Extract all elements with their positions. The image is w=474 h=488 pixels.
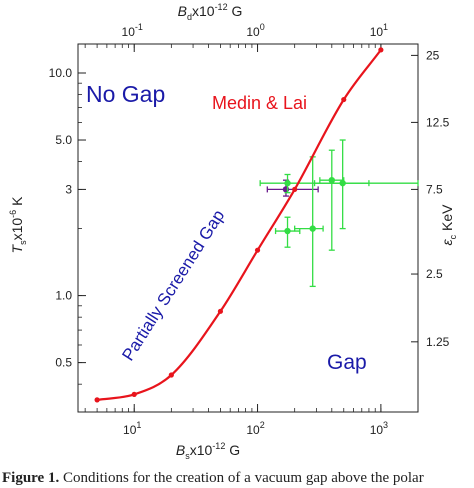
observations bbox=[259, 139, 419, 288]
model-curve-point bbox=[341, 96, 347, 103]
model-curve-label: Medin & Lai bbox=[212, 93, 307, 113]
region-label-partially-screened-gap: Partially Screened Gap bbox=[118, 206, 228, 364]
bottom-tick-label: 101 bbox=[123, 420, 141, 437]
right-tick-label: 25 bbox=[426, 48, 440, 62]
model-curve-point bbox=[168, 372, 174, 378]
right-axis-title: εc KeV bbox=[439, 204, 458, 246]
model-curve-point bbox=[94, 397, 100, 403]
observation bbox=[313, 139, 370, 230]
observation-point bbox=[284, 179, 291, 187]
observation-point bbox=[339, 179, 346, 187]
model-curve: Medin & Lai bbox=[94, 47, 384, 403]
model-curve-point bbox=[217, 308, 224, 314]
region-labels: No Gap Gap Partially Screened Gap bbox=[86, 81, 367, 374]
region-label-gap: Gap bbox=[327, 351, 367, 374]
observation bbox=[294, 156, 324, 288]
caption-text: Conditions for the creation of a vacuum … bbox=[59, 470, 424, 486]
top-axis-title: Bdx10-12 G bbox=[178, 2, 243, 22]
left-axis-title: Tsx10-6 K bbox=[8, 196, 28, 254]
left-tick-label: 3 bbox=[65, 182, 72, 196]
bottom-tick-label: 102 bbox=[246, 420, 264, 437]
tick-labels: 101 102 103 10-1 100 101 0.5 1.0 3 5.0 10.0 1.25 2.5… bbox=[49, 22, 450, 437]
observation bbox=[319, 149, 345, 251]
observation-point bbox=[282, 186, 290, 193]
major-ticks bbox=[78, 44, 418, 412]
top-tick-label: 100 bbox=[246, 22, 264, 39]
observation-point bbox=[284, 227, 291, 235]
left-tick-label: 10.0 bbox=[49, 66, 73, 80]
left-tick-label: 1.0 bbox=[55, 289, 72, 303]
right-tick-label: 2.5 bbox=[426, 267, 443, 281]
model-curve-line bbox=[96, 49, 382, 401]
observation-point bbox=[309, 225, 316, 232]
observation bbox=[274, 216, 301, 248]
right-tick-label: 7.5 bbox=[426, 182, 443, 196]
right-tick-label: 12.5 bbox=[426, 115, 450, 129]
top-tick-label: 101 bbox=[370, 22, 388, 39]
region-label-no-gap: No Gap bbox=[86, 81, 165, 107]
model-curve-point bbox=[254, 247, 261, 253]
top-tick-label: 10-1 bbox=[122, 22, 143, 39]
model-curve-point bbox=[131, 391, 137, 397]
caption-label: Figure 1. bbox=[2, 470, 60, 486]
left-tick-label: 5.0 bbox=[55, 133, 72, 147]
axis-titles: Bsx10-12 G Bdx10-12 G Tsx10-6 K εc KeV bbox=[8, 2, 458, 461]
model-curve-point bbox=[378, 47, 384, 53]
model-curve-point bbox=[292, 186, 298, 193]
right-tick-label: 1.25 bbox=[426, 335, 450, 349]
observation-point bbox=[328, 176, 336, 184]
figure-caption: Figure 1. Conditions for the creation of… bbox=[2, 470, 472, 488]
chart: 101 102 103 10-1 100 101 0.5 1.0 3 5.0 10.0 1.25 2.5… bbox=[8, 2, 458, 461]
bottom-tick-label: 103 bbox=[370, 420, 388, 437]
left-tick-label: 0.5 bbox=[55, 356, 72, 370]
bottom-axis-title: Bsx10-12 G bbox=[176, 441, 240, 461]
plot-frame bbox=[77, 43, 419, 413]
